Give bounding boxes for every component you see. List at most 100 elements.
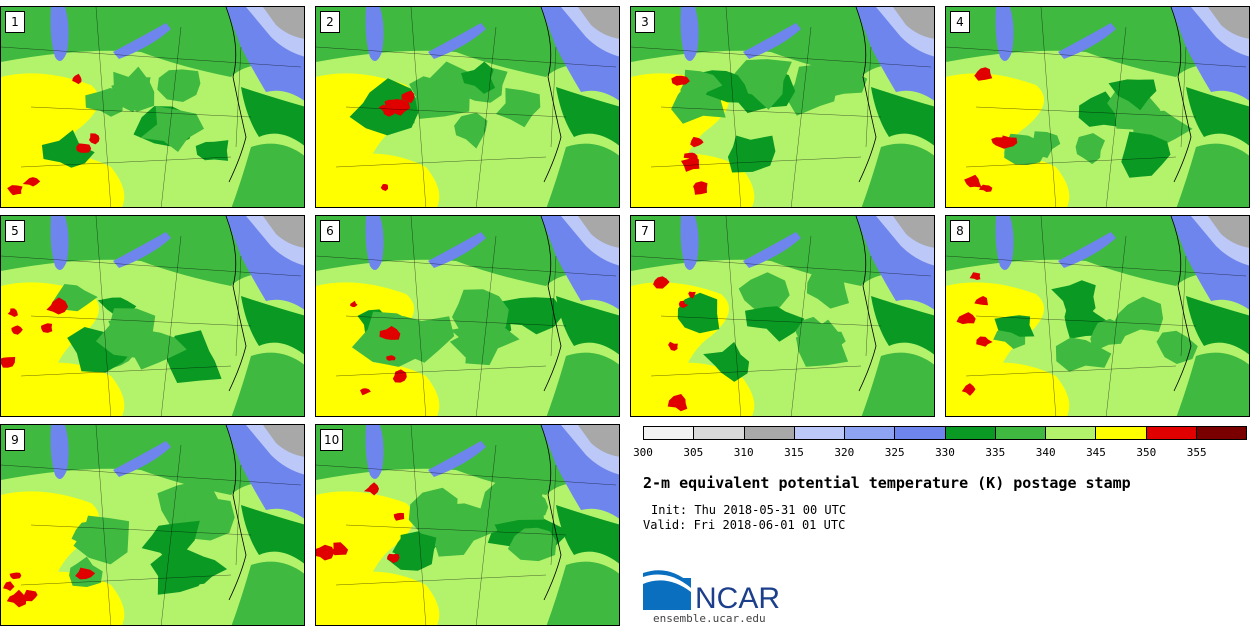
field-red-spot (75, 567, 96, 580)
coastline (225, 7, 247, 183)
member-map (946, 216, 1249, 416)
field-red-spot (46, 297, 69, 315)
colorbar-tick-label: 345 (1086, 446, 1106, 459)
field-red-spot (969, 272, 981, 280)
field-red-spot (384, 98, 399, 111)
field-green-blob (1156, 330, 1198, 364)
member-number: 1 (5, 11, 25, 33)
member-panel: 1 (0, 6, 305, 208)
field-green-blob (507, 527, 557, 562)
colorbar-tick-label: 310 (733, 446, 754, 459)
field-red-spot (956, 312, 976, 325)
state-boundary (631, 46, 932, 68)
colorbar-tick-label: 355 (1186, 446, 1207, 459)
lake-michigan (50, 425, 69, 479)
field-green-blob (512, 491, 549, 519)
field-green-blob (1033, 131, 1061, 158)
field-green-blob (195, 140, 229, 161)
state-boundary (160, 235, 182, 416)
coastline (540, 216, 562, 392)
state-boundary (725, 216, 742, 416)
field-yellow-west (1, 73, 99, 207)
field-green-blob (85, 87, 124, 117)
lake-erie (428, 232, 486, 268)
colorbar-segment (945, 427, 996, 439)
field-yellow-west (1, 491, 99, 625)
state-boundary (946, 255, 1247, 277)
member-map (316, 425, 619, 625)
colorbar-tick-label: 320 (834, 446, 855, 459)
member-panel: 6 (315, 215, 620, 417)
field-red-spot (690, 136, 704, 148)
state-boundary (335, 574, 547, 586)
field-red-spot (978, 184, 993, 192)
field-green-blob (806, 270, 849, 309)
colorbar-segment (1046, 427, 1097, 439)
field-red-spot (22, 177, 41, 187)
colorbar-tick-label: 315 (784, 446, 804, 459)
state-boundary (631, 255, 932, 277)
member-number: 5 (5, 220, 25, 242)
field-red-spot (386, 355, 396, 361)
field-green-blob (71, 520, 106, 549)
field-green-southeast (861, 352, 934, 416)
field-red-spot (7, 185, 23, 196)
colorbar-segment (694, 427, 745, 439)
state-boundary (790, 26, 812, 207)
field-gray-northeast (1208, 216, 1249, 248)
field-yellow-west (316, 491, 414, 625)
lake-michigan (680, 216, 699, 270)
field-red-spot (667, 394, 688, 412)
field-yellow-south (21, 571, 125, 625)
field-green-blob (133, 329, 187, 370)
member-panel: 7 (630, 215, 935, 417)
field-green-southeast (1176, 352, 1249, 416)
field-red-spot (678, 300, 689, 308)
colorbar-segment (845, 427, 896, 439)
field-yellow-south (336, 362, 440, 416)
member-number: 7 (635, 220, 655, 242)
field-yellow-south (21, 362, 125, 416)
field-darkgreen-coast (241, 87, 304, 146)
state-boundary (475, 444, 497, 625)
field-green-blob (680, 69, 723, 103)
valid-time: Valid: Fri 2018-06-01 01 UTC (643, 518, 846, 532)
lake-michigan (680, 7, 699, 61)
field-green-blob (408, 487, 466, 540)
field-red-spot (380, 184, 388, 191)
member-panel: 5 (0, 215, 305, 417)
field-red-spot (363, 482, 379, 496)
lake-michigan (995, 216, 1014, 270)
field-green-blob (172, 548, 228, 586)
member-panel: 4 (945, 6, 1250, 208)
state-boundary (345, 315, 567, 327)
field-green-blob (1121, 131, 1171, 178)
member-map (1, 7, 304, 207)
state-boundary (725, 7, 742, 207)
lake-erie (1058, 232, 1116, 268)
state-boundary (235, 46, 242, 148)
field-darkgreen-coast (241, 296, 304, 355)
field-green-blob (1112, 296, 1164, 337)
field-green-blob (392, 532, 436, 561)
field-green-southeast (1176, 143, 1249, 207)
field-red-spot (360, 388, 371, 396)
field-darkgreen-coast (1186, 296, 1249, 355)
field-green-blob (140, 106, 204, 152)
lake-erie (1058, 23, 1116, 59)
field-gray-northeast (263, 7, 304, 39)
field-green-blob (730, 59, 792, 110)
lake-michigan (50, 216, 69, 270)
field-gray-northeast (578, 425, 619, 457)
state-boundary (650, 156, 862, 168)
state-boundary (316, 46, 617, 68)
state-boundary (20, 365, 232, 377)
field-red-spot (387, 553, 400, 564)
field-gray-northeast (1208, 7, 1249, 39)
state-boundary (865, 46, 872, 148)
field-red-spot (671, 75, 690, 86)
state-boundary (410, 425, 427, 625)
field-yellow-south (21, 153, 125, 207)
colorbar-ticks: 300 305 310 315 320 325 330 335 340 345 350 355 (633, 446, 1247, 460)
state-boundary (160, 444, 182, 625)
